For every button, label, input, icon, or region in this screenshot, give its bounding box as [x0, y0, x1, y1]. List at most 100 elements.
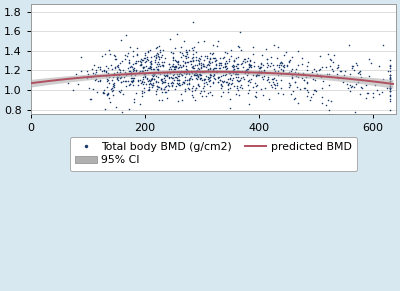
Point: [253, 74, 260, 78]
Point: [248, 62, 254, 67]
Point: [330, 69, 336, 74]
Point: [318, 95, 325, 99]
Point: [207, 66, 214, 71]
Point: [357, 91, 364, 96]
Point: [107, 100, 114, 104]
Point: [160, 87, 167, 92]
Point: [191, 72, 197, 77]
Point: [99, 54, 105, 59]
Point: [194, 73, 201, 78]
Point: [153, 91, 160, 96]
Point: [387, 89, 393, 94]
Point: [152, 52, 159, 57]
Point: [312, 88, 318, 92]
Point: [226, 59, 232, 63]
Point: [269, 84, 275, 89]
Point: [355, 70, 362, 74]
Point: [152, 59, 158, 64]
Point: [207, 56, 213, 61]
Point: [190, 51, 196, 56]
Point: [118, 109, 125, 114]
Point: [286, 80, 292, 85]
Point: [199, 93, 206, 98]
Point: [225, 81, 231, 86]
Point: [132, 73, 139, 77]
Point: [292, 96, 298, 101]
Point: [222, 49, 228, 54]
Point: [193, 50, 200, 54]
Point: [310, 77, 316, 81]
Point: [175, 73, 182, 78]
Point: [331, 53, 338, 58]
Point: [349, 84, 356, 88]
Point: [242, 71, 248, 76]
Point: [201, 84, 208, 88]
Point: [218, 73, 225, 78]
Point: [85, 71, 92, 76]
Point: [109, 89, 115, 93]
Point: [159, 90, 165, 95]
Point: [376, 92, 382, 96]
Point: [370, 95, 377, 100]
Point: [196, 61, 202, 66]
Point: [278, 77, 284, 82]
Point: [203, 80, 210, 85]
Point: [281, 63, 287, 68]
Point: [90, 71, 96, 76]
Point: [224, 87, 231, 91]
Point: [340, 73, 347, 77]
Point: [113, 104, 119, 109]
Point: [334, 71, 340, 76]
Point: [236, 44, 242, 49]
Point: [310, 67, 317, 72]
Point: [194, 63, 201, 67]
Point: [198, 70, 205, 74]
Point: [126, 83, 133, 88]
Point: [86, 85, 92, 90]
Point: [258, 69, 264, 74]
Point: [154, 84, 161, 88]
Point: [190, 58, 196, 63]
Point: [268, 54, 274, 59]
Point: [358, 86, 365, 91]
Point: [174, 99, 181, 104]
Point: [200, 68, 207, 73]
Point: [195, 83, 202, 88]
Point: [387, 63, 393, 67]
Point: [212, 70, 219, 74]
Point: [162, 56, 168, 60]
Point: [189, 93, 196, 97]
Point: [366, 74, 372, 78]
Point: [170, 78, 177, 83]
Point: [244, 59, 250, 64]
Point: [156, 47, 163, 52]
Point: [122, 53, 128, 57]
Point: [155, 54, 162, 58]
Point: [94, 79, 101, 83]
Point: [329, 113, 335, 118]
Point: [175, 66, 182, 71]
Point: [387, 88, 393, 93]
Point: [163, 72, 170, 77]
Point: [110, 88, 116, 93]
Point: [148, 60, 154, 65]
Point: [182, 69, 188, 73]
Point: [281, 53, 288, 58]
Point: [273, 77, 279, 82]
Point: [387, 82, 393, 87]
Point: [258, 64, 264, 69]
Point: [109, 67, 116, 72]
Point: [138, 69, 145, 74]
Point: [147, 59, 154, 64]
Point: [233, 70, 239, 75]
Point: [327, 56, 333, 61]
Point: [137, 63, 144, 68]
Point: [159, 97, 165, 102]
Point: [170, 50, 176, 55]
Point: [160, 80, 166, 85]
Point: [138, 57, 144, 61]
Point: [299, 61, 306, 66]
Point: [279, 61, 285, 65]
Point: [136, 70, 142, 74]
Point: [212, 65, 219, 70]
